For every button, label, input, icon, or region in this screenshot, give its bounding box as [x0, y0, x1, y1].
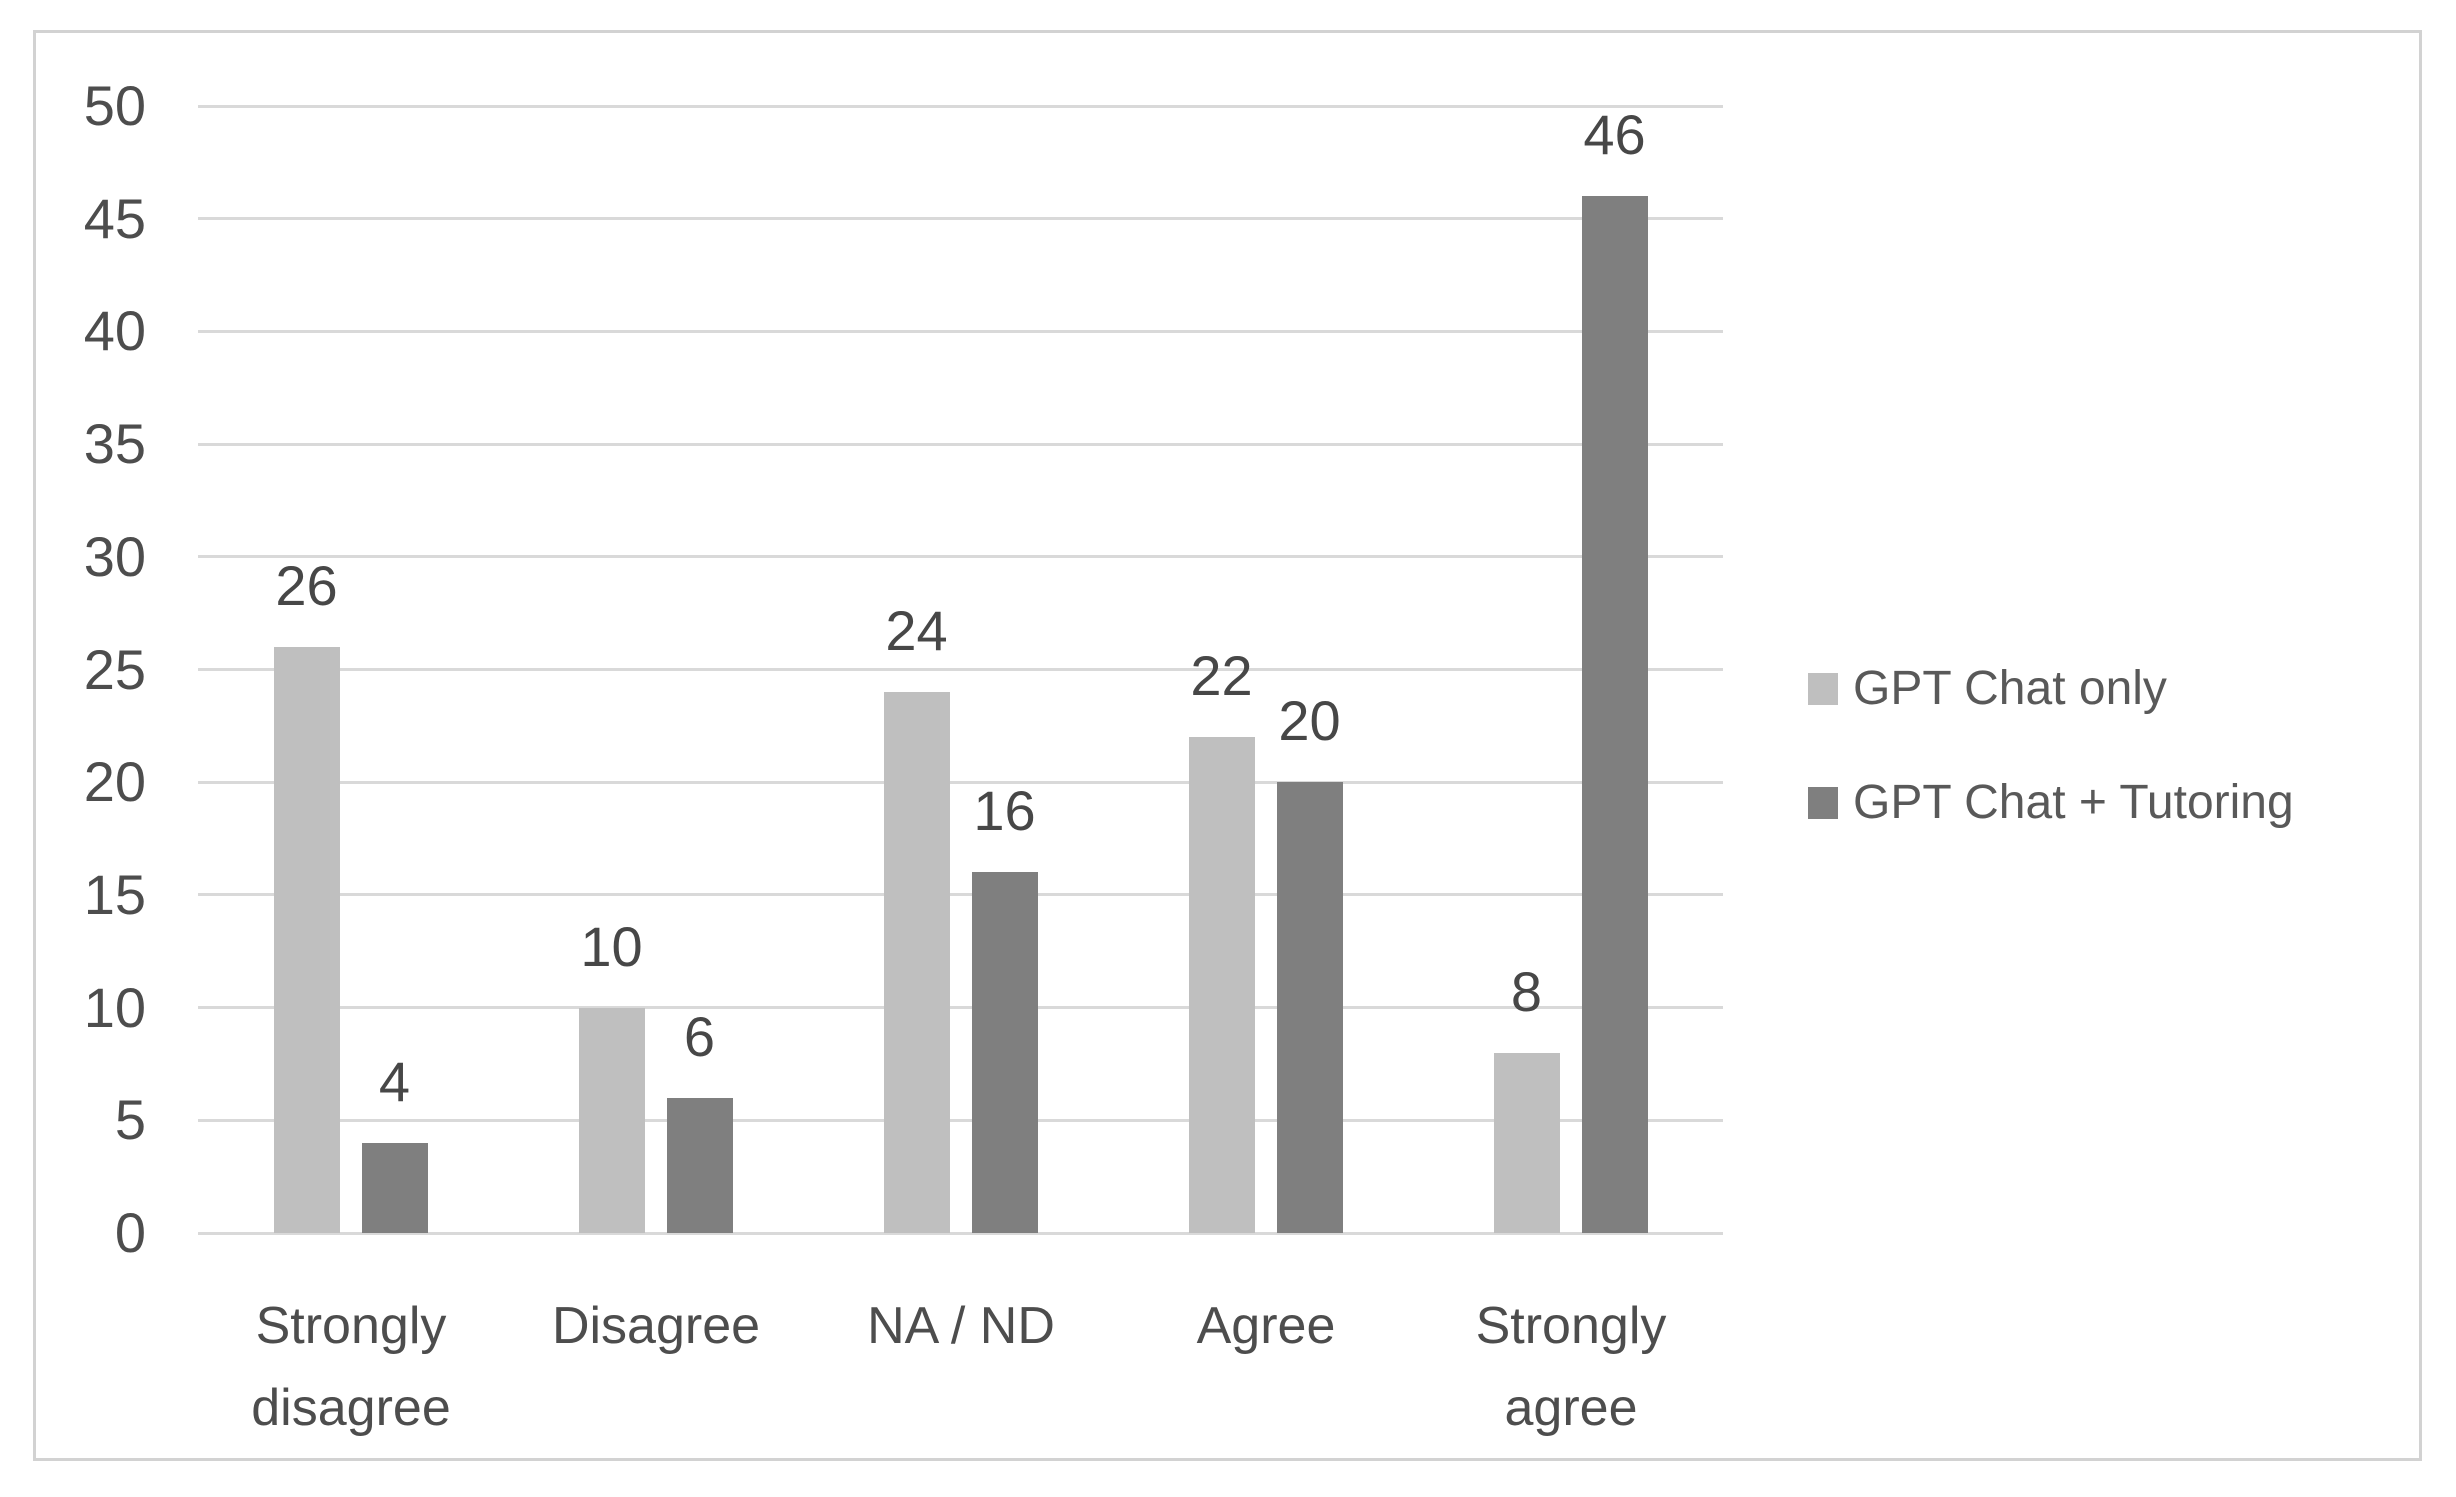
bar-data-label: 20 [1278, 689, 1341, 753]
legend-swatch-icon [1808, 673, 1838, 705]
gridline [198, 442, 1723, 446]
y-tick-label: 5 [114, 1088, 146, 1152]
gridline [198, 893, 1723, 897]
gridline [198, 668, 1723, 671]
legend-item: GPT Chat only [1808, 663, 2294, 715]
y-tick-label: 25 [83, 637, 146, 701]
gridline [198, 104, 1723, 108]
bar-gpt-chat-only [578, 1007, 645, 1233]
gridline [198, 1118, 1723, 1122]
legend: GPT Chat only GPT Chat + Tutoring [1808, 663, 2294, 829]
gridline [198, 780, 1723, 784]
bar-gpt-chat-tutoring [1581, 196, 1648, 1233]
bar-gpt-chat-tutoring [666, 1097, 733, 1233]
y-tick-label: 50 [83, 74, 146, 137]
gridline [198, 1231, 1723, 1235]
bar-gpt-chat-tutoring [361, 1142, 428, 1233]
bar-data-label: 46 [1583, 103, 1646, 167]
bar-data-label: 16 [973, 779, 1036, 843]
y-tick-label: 40 [83, 299, 146, 363]
bar-gpt-chat-tutoring [1276, 782, 1343, 1233]
y-tick-label: 45 [83, 186, 146, 250]
category-label: Agree [1196, 1297, 1336, 1355]
bar-data-label: 4 [378, 1049, 411, 1113]
bar-data-label: 8 [1510, 959, 1543, 1023]
bar-gpt-chat-only [273, 646, 340, 1233]
bar-data-label: 22 [1190, 644, 1253, 708]
bar-gpt-chat-tutoring [971, 872, 1038, 1233]
gridline [198, 329, 1723, 333]
bar-data-label: 6 [683, 1004, 716, 1068]
x-axis-category-labels: Strongly disagree Disagree NA / ND Agree Str… [198, 1285, 1723, 1455]
y-tick-label: 35 [83, 412, 146, 476]
category-label: Strongly disagree [251, 1297, 451, 1437]
chart-frame: 0 5 10 15 20 25 30 35 40 45 50 26 4 10 6 24 16 22 20 8 46 S… [33, 30, 2422, 1461]
bar-data-label: 24 [885, 599, 948, 663]
bar-gpt-chat-only [1188, 737, 1255, 1233]
bar-data-label: 10 [580, 914, 643, 978]
bar-gpt-chat-only [883, 692, 950, 1233]
y-tick-label: 20 [83, 750, 146, 814]
legend-item: GPT Chat + Tutoring [1808, 777, 2294, 829]
bar-data-label: 26 [275, 553, 338, 617]
y-tick-label: 30 [83, 524, 146, 588]
gridline [198, 555, 1723, 559]
y-axis: 0 5 10 15 20 25 30 35 40 45 50 [46, 78, 146, 1261]
gridline [198, 217, 1723, 221]
legend-label: GPT Chat only [1853, 662, 2167, 715]
y-tick-label: 0 [114, 1201, 146, 1264]
category-label: NA / ND [867, 1297, 1055, 1355]
gridline [198, 1006, 1723, 1010]
y-tick-label: 10 [83, 975, 146, 1039]
y-tick-label: 15 [83, 862, 146, 926]
legend-swatch-icon [1808, 787, 1838, 819]
category-label: Disagree [551, 1297, 761, 1355]
plot-area: 26 4 10 6 24 16 22 20 8 46 [198, 103, 1723, 1235]
category-label: Strongly agree [1475, 1297, 1667, 1437]
legend-label: GPT Chat + Tutoring [1853, 776, 2294, 829]
bar-gpt-chat-only [1493, 1052, 1560, 1233]
